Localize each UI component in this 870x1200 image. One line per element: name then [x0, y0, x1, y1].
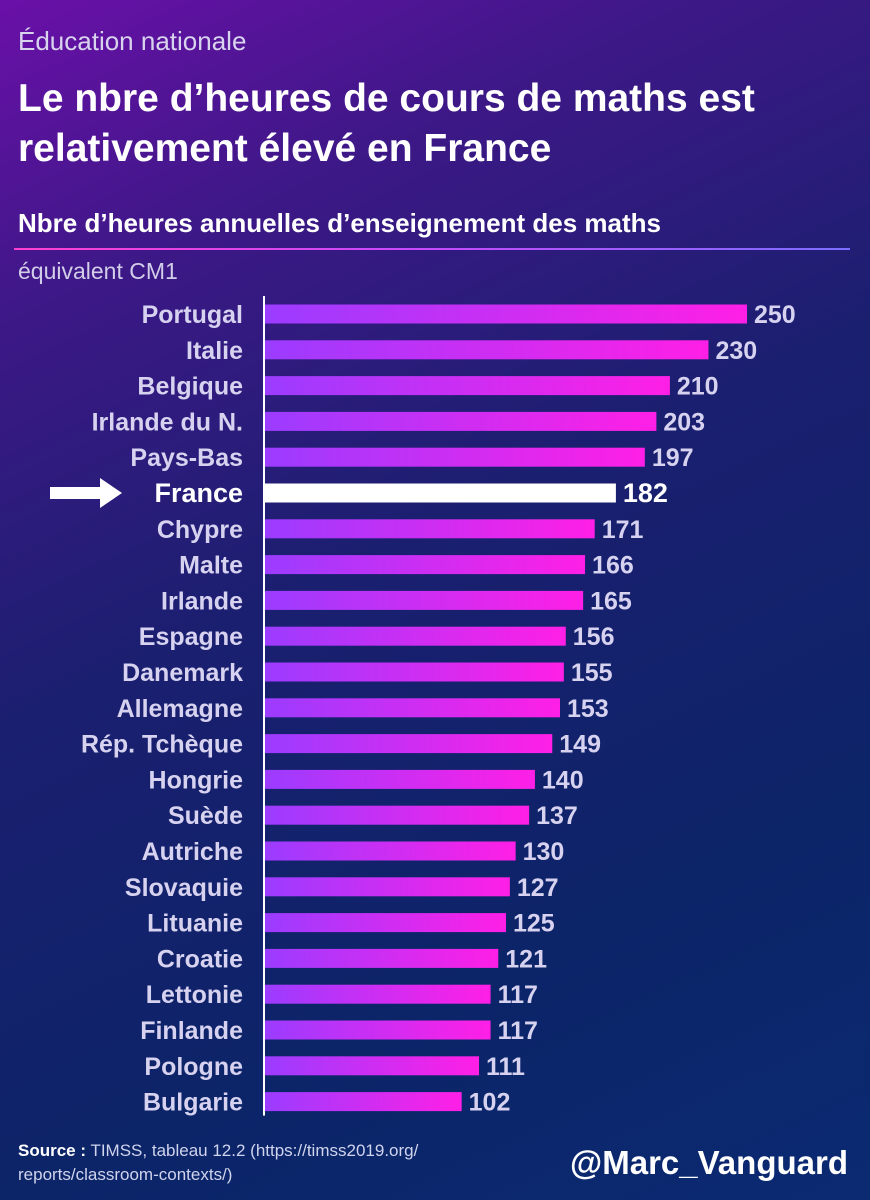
- value-label: 140: [542, 766, 584, 794]
- bar-7: [265, 555, 586, 575]
- value-label: 130: [523, 838, 565, 866]
- bar-19: [265, 984, 491, 1004]
- value-label: 230: [715, 337, 757, 365]
- author-handle: @Marc_Vanguard: [570, 1144, 848, 1181]
- bar-10: [265, 662, 564, 682]
- bar-1: [265, 340, 709, 360]
- chart-title: Nbre d’heures annuelles d’enseignement d…: [18, 208, 661, 238]
- category-label: Rép. Tchèque: [81, 731, 243, 759]
- category-label: Belgique: [137, 373, 243, 401]
- value-label: 155: [571, 659, 613, 687]
- bar-14: [265, 805, 530, 825]
- source-label: Source :: [18, 1141, 87, 1160]
- title-divider: [14, 248, 850, 250]
- category-label: Lettonie: [146, 981, 243, 1009]
- value-label: 117: [498, 1017, 538, 1045]
- bar-22: [265, 1092, 462, 1112]
- source-note: Source : TIMSS, tableau 12.2 (https://ti…: [18, 1139, 518, 1187]
- category-label: Irlande du N.: [92, 408, 243, 436]
- bar-13: [265, 769, 535, 789]
- value-label: 102: [469, 1089, 511, 1117]
- bar-9: [265, 626, 566, 646]
- bar-6: [265, 519, 595, 539]
- category-label: Chypre: [157, 516, 243, 544]
- bar-2: [265, 376, 670, 396]
- value-label: 182: [623, 478, 668, 508]
- bar-5: [265, 483, 616, 503]
- value-label: 166: [592, 552, 634, 580]
- category-label: Pologne: [144, 1053, 243, 1081]
- value-label: 210: [677, 373, 719, 401]
- category-label: Italie: [186, 337, 243, 365]
- value-label: 153: [567, 695, 609, 723]
- value-label: 203: [663, 408, 705, 436]
- value-label: 125: [513, 910, 555, 938]
- category-label: Danemark: [122, 659, 243, 687]
- bar-4: [265, 447, 645, 467]
- bar-17: [265, 913, 506, 933]
- value-label: 165: [590, 587, 632, 615]
- bar-8: [265, 590, 584, 610]
- value-label: 121: [505, 945, 547, 973]
- category-label: Lituanie: [147, 910, 243, 938]
- source-text: TIMSS, tableau 12.2 (https://timss2019.o…: [18, 1141, 419, 1184]
- value-label: 156: [573, 623, 615, 651]
- category-label: Suède: [168, 802, 243, 830]
- category-label: Allemagne: [117, 695, 244, 723]
- bar-21: [265, 1056, 480, 1076]
- bar-15: [265, 841, 516, 861]
- bar-12: [265, 734, 553, 754]
- category-label: Croatie: [157, 945, 243, 973]
- bar-16: [265, 877, 510, 897]
- bar-0: [265, 304, 747, 324]
- category-label: Irlande: [161, 587, 243, 615]
- category-label: France: [154, 478, 243, 508]
- category-label: Pays-Bas: [130, 444, 243, 472]
- page-title: Le nbre d’heures de cours de maths est r…: [18, 77, 755, 170]
- chart-subtitle: équivalent CM1: [18, 258, 178, 284]
- category-label: Espagne: [139, 623, 243, 651]
- category-label: Malte: [179, 552, 243, 580]
- category-label: Slovaquie: [125, 874, 243, 902]
- kicker: Éducation nationale: [18, 26, 247, 56]
- value-label: 117: [498, 981, 538, 1009]
- value-label: 127: [517, 874, 559, 902]
- bar-11: [265, 698, 560, 718]
- category-label: Portugal: [142, 301, 243, 329]
- value-label: 137: [536, 802, 578, 830]
- highlight-arrow-icon: [50, 478, 122, 508]
- category-label: Bulgarie: [143, 1089, 243, 1117]
- value-label: 111: [486, 1053, 525, 1081]
- value-label: 149: [559, 731, 601, 759]
- category-label: Hongrie: [149, 766, 244, 794]
- value-label: 171: [602, 516, 644, 544]
- bar-3: [265, 411, 657, 431]
- bar-20: [265, 1020, 491, 1040]
- bar-18: [265, 948, 499, 968]
- category-label: Finlande: [140, 1017, 243, 1045]
- category-label: Autriche: [142, 838, 244, 866]
- value-label: 197: [652, 444, 694, 472]
- value-label: 250: [754, 301, 796, 329]
